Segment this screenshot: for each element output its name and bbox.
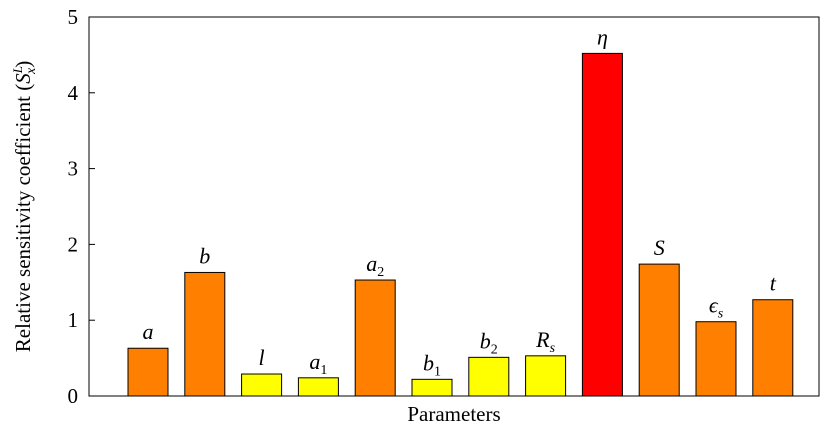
bar <box>354 279 396 397</box>
bar <box>638 263 680 397</box>
bar-label-subscript: 2 <box>491 342 498 357</box>
bar-label-subscript: s <box>718 307 724 322</box>
bar-label: b2 <box>480 328 498 357</box>
bar <box>241 373 283 397</box>
bar-label-subscript: s <box>550 341 556 356</box>
y-axis-label: Relative sensitivity coefficient (SLx) <box>10 61 39 352</box>
bar-label: a2 <box>366 251 384 280</box>
bar-label-subscript: 2 <box>377 265 384 280</box>
bar-label: t <box>770 271 777 296</box>
y-tick-label: 1 <box>68 308 79 332</box>
y-tick-label: 4 <box>68 81 79 105</box>
y-axis-label-subscript: x <box>24 67 39 75</box>
bar <box>411 378 453 397</box>
bar <box>581 52 623 397</box>
y-ticks-group: 0 1 2 3 4 5 <box>68 5 95 408</box>
bar-label: l <box>259 345 265 370</box>
bar-label: S <box>654 235 665 260</box>
bar-label: η <box>597 24 608 49</box>
bar-label-base: R <box>535 327 550 352</box>
y-axis-label-superscript: L <box>10 66 25 74</box>
bar <box>468 356 510 397</box>
bars-group <box>127 52 794 397</box>
bar-label-base: l <box>259 345 265 370</box>
bar-label-subscript: 1 <box>434 364 441 379</box>
bar-label: ϵs <box>709 293 724 322</box>
bar-label: a1 <box>309 349 327 378</box>
bar <box>297 377 339 397</box>
bar-label: Rs <box>535 327 555 356</box>
bar <box>525 355 567 397</box>
y-tick-label: 3 <box>68 157 79 181</box>
y-tick-label: 0 <box>68 384 79 408</box>
bar-label-base: S <box>654 235 665 260</box>
x-axis-label: Parameters <box>407 402 500 426</box>
bar-label: b <box>199 243 210 268</box>
bar <box>127 347 169 397</box>
bar-label-base: ϵ <box>709 293 719 318</box>
bar-label-base: a <box>366 251 377 276</box>
plot-frame <box>88 16 820 397</box>
bar <box>184 271 226 397</box>
bar-label: a <box>143 319 154 344</box>
bar-label-base: t <box>770 271 777 296</box>
bar-label-base: a <box>143 319 154 344</box>
bar-label: b1 <box>423 350 441 379</box>
y-axis-label-prefix: Relative sensitivity coefficient ( <box>11 84 35 352</box>
y-axis-label-suffix: ) <box>11 61 35 68</box>
bar-label-base: η <box>597 24 608 49</box>
bar-label-base: b <box>480 328 491 353</box>
bar <box>695 321 737 397</box>
y-tick-label: 5 <box>68 5 79 29</box>
bar-label-base: b <box>199 243 210 268</box>
bar-label-base: b <box>423 350 434 375</box>
y-tick-label: 2 <box>68 232 79 256</box>
bar-label-subscript: 1 <box>320 363 327 378</box>
bar-label-base: a <box>309 349 320 374</box>
y-axis-label-symbol: S <box>11 73 35 84</box>
bar <box>752 299 794 397</box>
